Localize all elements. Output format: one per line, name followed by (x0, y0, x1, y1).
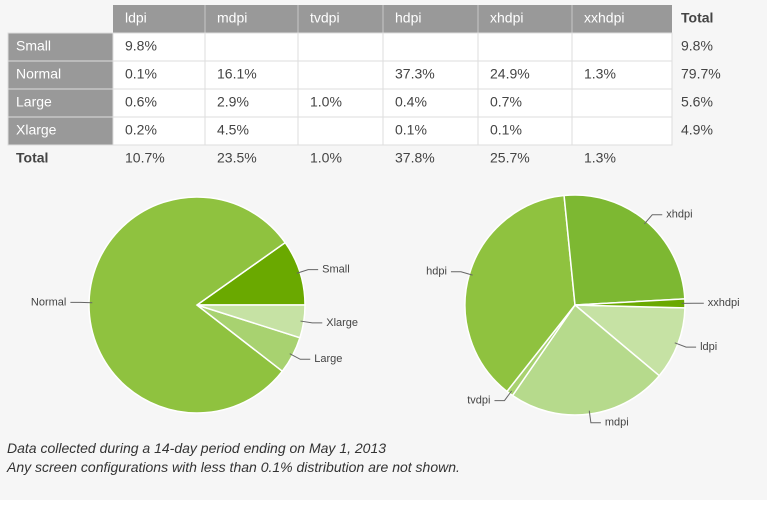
row-bg (112, 116, 673, 146)
slice-label: Normal (31, 296, 66, 308)
row-header-bg (7, 32, 114, 62)
page: ldpi mdpi tvdpi hdpi xhdpi xxhdpi Total Small 9.… (7, 5, 740, 475)
cell-text: 37.3% (395, 66, 435, 82)
cell-text: 0.1% (395, 122, 427, 138)
column-header: Total (681, 10, 713, 26)
cell-text: 0.1% (125, 66, 157, 82)
dashboard: ldpi mdpi tvdpi hdpi xhdpi xxhdpi Total Small 9.… (7, 5, 740, 429)
leader-line (300, 320, 323, 324)
row-header: Total (16, 150, 48, 166)
cell-text: 1.0% (310, 150, 342, 166)
cell-text: 5.6% (681, 94, 713, 110)
leader-line (450, 271, 473, 276)
cell-text: 0.7% (490, 94, 522, 110)
leader-line (588, 410, 601, 424)
cell-text: 0.1% (490, 122, 522, 138)
cell-text: 9.8% (681, 38, 713, 54)
cell-text: 25.7% (490, 150, 530, 166)
cell-text: 16.1% (217, 66, 257, 82)
row-header-bg (7, 116, 114, 146)
cell-text: 79.7% (681, 66, 721, 82)
slice-label: Small (322, 264, 350, 276)
cell-text: 1.3% (584, 66, 616, 82)
cell-text: 0.4% (395, 94, 427, 110)
leader-line (296, 269, 319, 274)
row-header: Normal (16, 66, 61, 82)
cell-text: 23.5% (217, 150, 257, 166)
row-header: Large (16, 94, 52, 110)
row-header: Xlarge (16, 122, 57, 138)
column-header: xxhdpi (584, 10, 624, 26)
slice-label: xhdpi (666, 209, 692, 221)
slice-label: hdpi (426, 266, 447, 278)
cell-text: 2.9% (217, 94, 249, 110)
column-header: xhdpi (490, 10, 523, 26)
slice-label: tvdpi (467, 395, 490, 407)
cell-text: 4.5% (217, 122, 249, 138)
slice-label: xxhdpi (708, 297, 740, 309)
row-bg (112, 32, 673, 62)
cell-text: 1.0% (310, 94, 342, 110)
leader-line (674, 342, 697, 348)
leader-line (494, 390, 513, 402)
cell-text: 24.9% (490, 66, 530, 82)
leader-line (289, 353, 311, 360)
slice-label: mdpi (605, 417, 629, 429)
cell-text: 0.2% (125, 122, 157, 138)
slice-label: Xlarge (326, 317, 358, 329)
note: Data collected during a 14-day period en… (7, 440, 387, 456)
column-header: ldpi (125, 10, 147, 26)
row-header-bg (7, 88, 114, 118)
header-bg (113, 5, 672, 33)
leader-line (644, 214, 663, 225)
cell-text: 10.7% (125, 150, 165, 166)
column-header: tvdpi (310, 10, 340, 26)
slice-label: Large (314, 353, 342, 365)
cell-text: 9.8% (125, 38, 157, 54)
column-header: hdpi (395, 10, 421, 26)
cell-text: 4.9% (681, 122, 713, 138)
column-header: mdpi (217, 10, 247, 26)
note: Any screen configurations with less than… (7, 459, 460, 475)
cell-text: 1.3% (584, 150, 616, 166)
row-bg (112, 88, 673, 118)
slice-label: ldpi (700, 341, 717, 353)
row-bg (112, 60, 673, 90)
cell-text: 37.8% (395, 150, 435, 166)
cell-text: 0.6% (125, 94, 157, 110)
row-header: Small (16, 38, 51, 54)
